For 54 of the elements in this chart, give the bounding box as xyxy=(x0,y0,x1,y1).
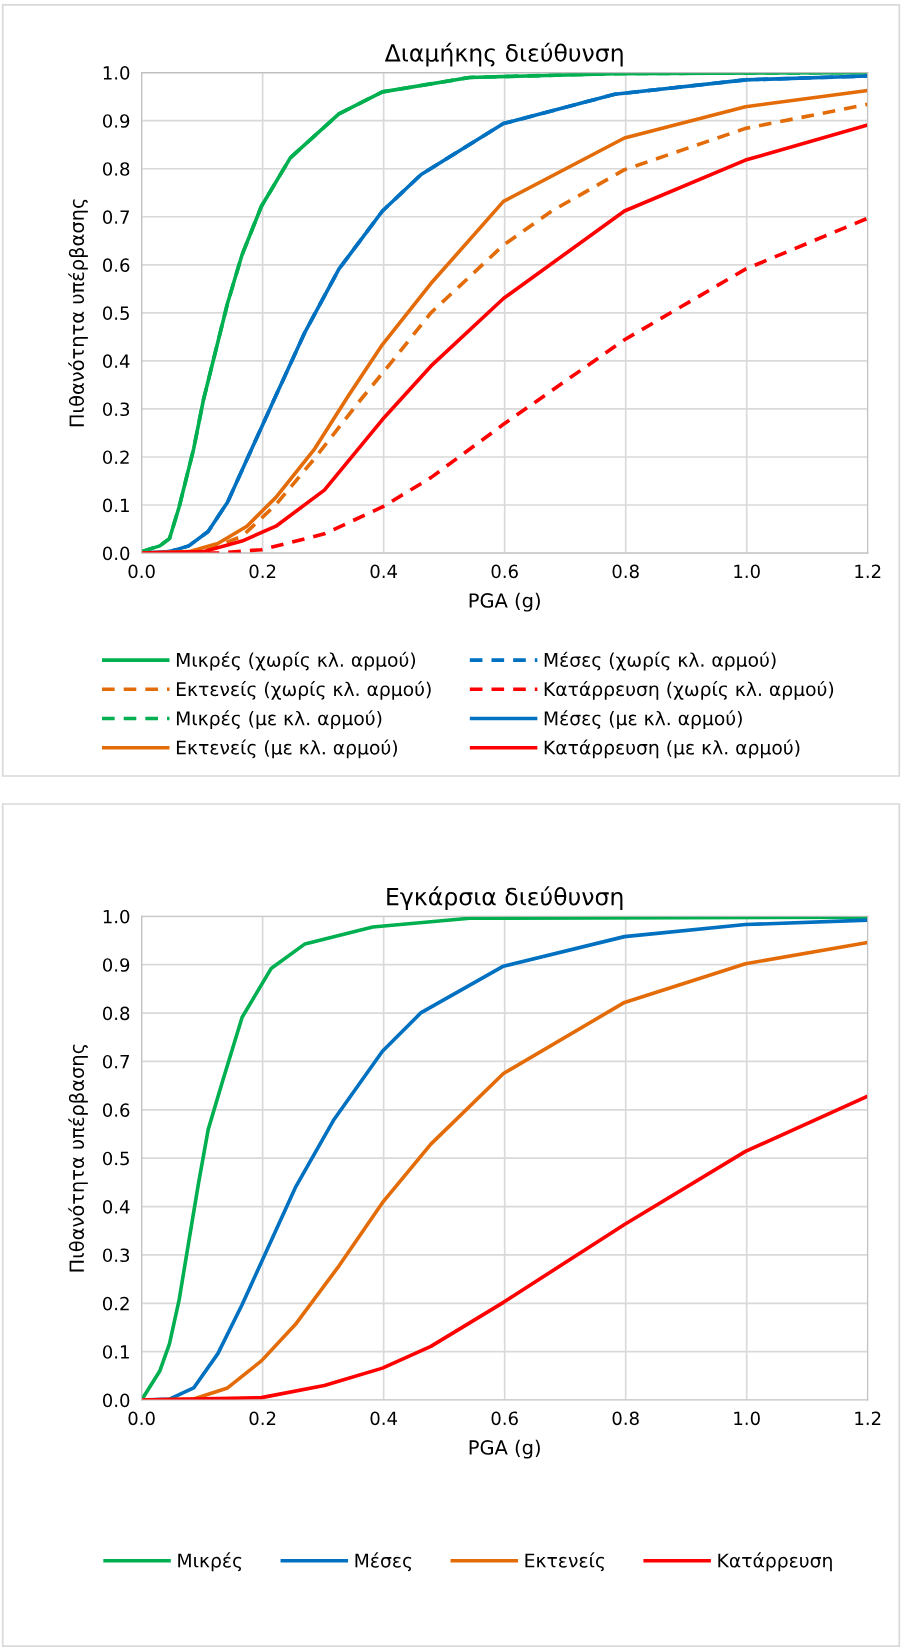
y-axis-title: Πιθανότητα υπέρβασης xyxy=(68,199,88,427)
y-tick-label: 1.0 xyxy=(103,66,130,80)
y-tick-label: 0.2 xyxy=(102,1296,129,1311)
legend-label: Μικρές (με κλ. αρμού) xyxy=(176,710,382,730)
y-tick-label: 0.5 xyxy=(102,1151,129,1166)
y-tick-label: 0.3 xyxy=(102,1248,130,1263)
y-tick-label: 0.8 xyxy=(102,162,130,176)
legend-label: Εκτενείς xyxy=(525,1552,605,1572)
x-tick-label: 0.6 xyxy=(491,1411,518,1426)
x-tick-label: 0.8 xyxy=(612,1411,639,1426)
legend-label: Κατάρρευση (με κλ. αρμού) xyxy=(544,739,800,759)
y-tick-label: 0.8 xyxy=(102,1006,130,1021)
y-tick-label: 0.9 xyxy=(102,958,130,972)
y-axis-title: Πιθανότητα υπέρβασης xyxy=(68,1044,88,1272)
x-tick-label: 0.2 xyxy=(249,1411,276,1426)
x-tick-label: 0.8 xyxy=(612,564,639,579)
y-tick-label: 0.4 xyxy=(102,354,130,369)
y-tick-label: 0.5 xyxy=(102,306,129,320)
x-tick-label: 0.4 xyxy=(370,1411,397,1426)
x-axis-title: PGA (g) xyxy=(469,592,540,612)
y-tick-label: 0.7 xyxy=(102,210,129,224)
y-tick-label: 0.6 xyxy=(102,1103,130,1117)
x-tick-label: 0.0 xyxy=(128,1411,155,1426)
legend-label: Κατάρρευση xyxy=(718,1552,832,1572)
x-tick-label: 0.6 xyxy=(491,564,518,579)
legend-label: Εκτενείς (χωρίς κλ. αρμού) xyxy=(176,680,431,700)
x-tick-label: 0.2 xyxy=(249,564,276,579)
x-tick-label: 0.0 xyxy=(128,564,155,579)
y-tick-label: 0.9 xyxy=(102,114,130,128)
x-tick-label: 0.4 xyxy=(370,564,397,579)
y-tick-label: 0.3 xyxy=(102,402,130,417)
y-tick-label: 0.1 xyxy=(102,1345,129,1359)
y-tick-label: 0.6 xyxy=(102,258,130,272)
chart-title: Εγκάρσια διεύθυνση xyxy=(387,886,623,911)
x-tick-label: 1.0 xyxy=(734,1411,760,1426)
y-tick-label: 0.4 xyxy=(102,1200,130,1214)
legend-label: Κατάρρευση (χωρίς κλ. αρμού) xyxy=(544,680,834,700)
legend-label: Μέσες (χωρίς κλ. αρμού) xyxy=(544,651,776,671)
y-tick-label: 1.0 xyxy=(103,909,130,924)
legend-label: Μέσες (με κλ. αρμού) xyxy=(544,710,742,730)
y-tick-label: 0.2 xyxy=(102,450,129,465)
chart-title: Διαμήκης διεύθυνση xyxy=(384,42,623,67)
y-tick-label: 0.0 xyxy=(102,546,130,561)
legend-label: Μικρές (χωρίς κλ. αρμού) xyxy=(176,651,416,671)
y-tick-label: 0.1 xyxy=(102,498,129,513)
y-tick-label: 0.7 xyxy=(102,1054,129,1069)
legend-label: Μικρές xyxy=(178,1552,242,1572)
y-tick-label: 0.0 xyxy=(102,1393,130,1408)
legend-label: Μέσες xyxy=(355,1552,412,1572)
legend-label: Εκτενείς (με κλ. αρμού) xyxy=(176,739,397,759)
x-tick-label: 1.2 xyxy=(855,1411,881,1425)
x-tick-label: 1.0 xyxy=(734,564,760,579)
x-tick-label: 1.2 xyxy=(855,564,881,578)
x-axis-title: PGA (g) xyxy=(469,1439,540,1459)
